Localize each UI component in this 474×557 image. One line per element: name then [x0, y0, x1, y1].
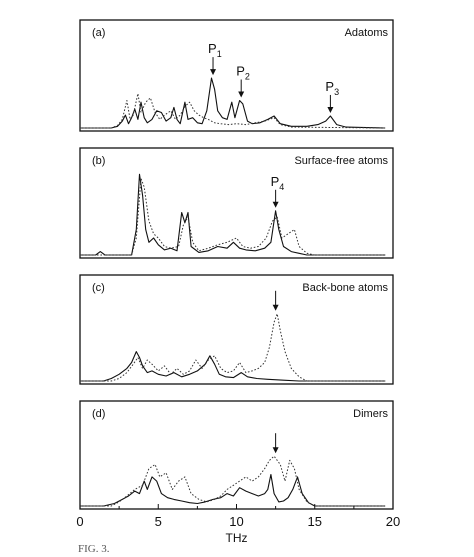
peak-label-sub-a-1: 2 [245, 71, 250, 81]
series-line-b-dotted [80, 178, 386, 256]
panel-frame-b [79, 147, 394, 259]
x-tick-label-15: 15 [308, 514, 322, 529]
peak-label-a-1: P2 [236, 63, 250, 81]
peak-arrowhead-d-0 [272, 447, 279, 454]
peak-arrowhead-c-0 [272, 304, 279, 311]
panel-tag-d: (d) [92, 408, 105, 420]
panel-tag-a: (a) [92, 27, 105, 39]
peak-label-sub-a-2: 3 [334, 87, 339, 97]
panel-title-c: Back-bone atoms [302, 282, 388, 294]
x-tick-label-10: 10 [229, 514, 243, 529]
panel-tag-c: (c) [92, 282, 105, 294]
peak-label-sub-b-0: 4 [279, 182, 284, 192]
series-line-d-dotted [80, 455, 386, 507]
caption-fragment: FIG. 3. [78, 543, 110, 555]
series-line-a-dotted [80, 93, 386, 129]
x-tick-label-0: 0 [76, 514, 83, 529]
panel-frame-a [79, 19, 394, 132]
panel-frame-c [79, 274, 394, 385]
panel-title-a: Adatoms [345, 27, 389, 39]
x-tick-label-5: 5 [155, 514, 162, 529]
panel-frame-d [79, 400, 394, 510]
series-line-c-dotted [80, 313, 386, 382]
series-line-d-solid [80, 473, 386, 507]
series-line-a-solid [80, 77, 386, 129]
peak-arrowhead-a-1 [238, 91, 245, 98]
peak-label-a-2: P3 [325, 79, 339, 97]
peak-label-a-0: P1 [208, 41, 222, 59]
series-line-b-solid [80, 173, 386, 256]
series-line-c-solid [80, 351, 386, 382]
panel-tag-b: (b) [92, 155, 105, 167]
peak-arrowhead-a-2 [327, 106, 334, 113]
peak-arrowhead-a-0 [210, 69, 217, 76]
peak-arrowhead-b-0 [272, 201, 279, 208]
panel-title-d: Dimers [353, 408, 388, 420]
peak-label-b-0: P4 [271, 174, 285, 192]
x-tick-label-20: 20 [386, 514, 400, 529]
panel-title-b: Surface-free atoms [294, 155, 388, 167]
x-axis-label: THz [226, 531, 248, 545]
peak-label-sub-a-0: 1 [217, 49, 222, 59]
